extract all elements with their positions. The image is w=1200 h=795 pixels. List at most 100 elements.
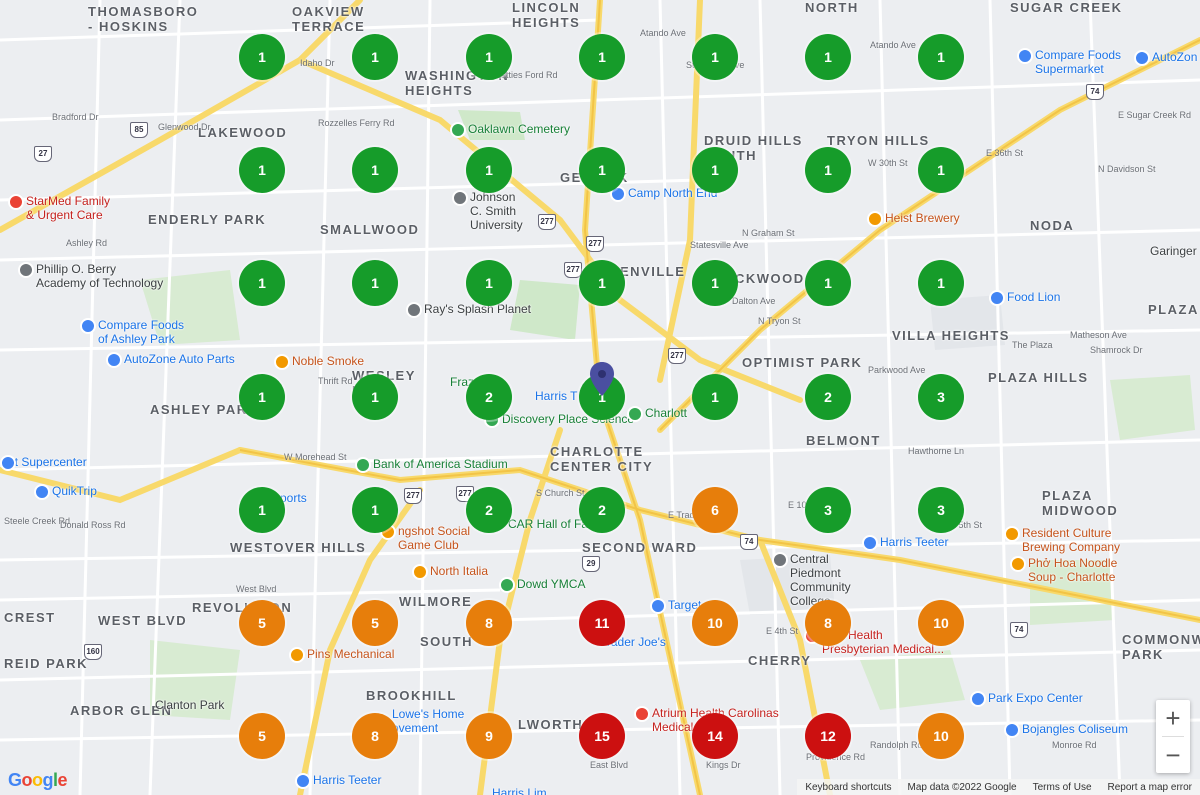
cluster-marker[interactable]: 1 [579, 260, 625, 306]
cluster-marker[interactable]: 1 [805, 260, 851, 306]
route-shield-icon: 74 [1010, 622, 1028, 638]
cluster-marker[interactable]: 10 [918, 600, 964, 646]
cluster-marker[interactable]: 1 [466, 147, 512, 193]
zoom-out-button[interactable]: − [1165, 739, 1181, 770]
cluster-marker[interactable]: 6 [692, 487, 738, 533]
cluster-marker[interactable]: 15 [579, 713, 625, 759]
bar-icon[interactable] [289, 647, 305, 663]
keyboard-shortcuts-link[interactable]: Keyboard shortcuts [805, 781, 892, 793]
cluster-marker[interactable]: 1 [692, 374, 738, 420]
cluster-marker[interactable]: 10 [918, 713, 964, 759]
park-icon[interactable] [406, 302, 422, 318]
cluster-marker[interactable]: 1 [692, 260, 738, 306]
cart-icon[interactable] [0, 455, 16, 471]
cluster-marker[interactable]: 1 [466, 34, 512, 80]
cluster-marker[interactable]: 1 [239, 374, 285, 420]
cluster-marker[interactable]: 1 [239, 34, 285, 80]
cluster-marker[interactable]: 11 [579, 600, 625, 646]
school-icon[interactable] [452, 190, 468, 206]
route-shield-icon: 277 [668, 348, 686, 364]
cluster-marker[interactable]: 5 [239, 713, 285, 759]
park-icon[interactable] [627, 406, 643, 422]
route-shield-icon: 277 [404, 488, 422, 504]
cluster-marker[interactable]: 3 [918, 487, 964, 533]
attraction-icon[interactable] [610, 186, 626, 202]
cluster-marker[interactable]: 3 [918, 374, 964, 420]
cluster-marker[interactable]: 1 [239, 260, 285, 306]
cluster-marker[interactable]: 8 [805, 600, 851, 646]
cluster-marker[interactable]: 1 [918, 34, 964, 80]
shop-icon[interactable] [1134, 50, 1150, 66]
restaurant-icon[interactable] [274, 354, 290, 370]
attraction-icon[interactable] [970, 691, 986, 707]
bar-icon[interactable] [867, 211, 883, 227]
cluster-marker[interactable]: 1 [692, 34, 738, 80]
gas-icon[interactable] [34, 484, 50, 500]
route-shield-icon: 277 [586, 236, 604, 252]
cluster-marker[interactable]: 2 [805, 374, 851, 420]
cluster-marker[interactable]: 10 [692, 600, 738, 646]
cluster-marker[interactable]: 1 [918, 260, 964, 306]
restaurant-icon[interactable] [1010, 556, 1026, 572]
google-logo: Google [8, 770, 68, 790]
cluster-marker[interactable]: 1 [579, 147, 625, 193]
cart-icon[interactable] [650, 598, 666, 614]
route-shield-icon: 277 [538, 214, 556, 230]
medical-icon[interactable] [634, 706, 650, 722]
cluster-marker[interactable]: 8 [466, 600, 512, 646]
cluster-marker[interactable]: 1 [918, 147, 964, 193]
map-data-attribution: Map data ©2022 Google [907, 781, 1017, 793]
restaurant-icon[interactable] [412, 564, 428, 580]
cluster-marker[interactable]: 2 [579, 487, 625, 533]
cluster-marker[interactable]: 1 [466, 260, 512, 306]
cluster-marker[interactable]: 1 [352, 487, 398, 533]
cluster-marker[interactable]: 1 [352, 147, 398, 193]
location-pin-icon[interactable] [590, 362, 614, 401]
route-shield-icon: 74 [1086, 84, 1104, 100]
cart-icon[interactable] [80, 318, 96, 334]
pin-icon[interactable] [499, 577, 515, 593]
cluster-marker[interactable]: 14 [692, 713, 738, 759]
cemetery-icon[interactable] [450, 122, 466, 138]
cart-icon[interactable] [1017, 48, 1033, 64]
cluster-marker[interactable]: 1 [805, 147, 851, 193]
route-shield-icon: 27 [34, 146, 52, 162]
cluster-marker[interactable]: 1 [239, 147, 285, 193]
cluster-marker[interactable]: 1 [352, 260, 398, 306]
medical-icon[interactable] [8, 194, 24, 210]
cart-icon[interactable] [862, 535, 878, 551]
zoom-divider [1162, 736, 1184, 737]
shop-icon[interactable] [106, 352, 122, 368]
cluster-marker[interactable]: 1 [805, 34, 851, 80]
bar-icon[interactable] [1004, 526, 1020, 542]
report-map-error-link[interactable]: Report a map error [1107, 781, 1192, 793]
cart-icon[interactable] [295, 773, 311, 789]
route-shield-icon: 74 [740, 534, 758, 550]
cluster-marker[interactable]: 9 [466, 713, 512, 759]
cluster-marker[interactable]: 1 [239, 487, 285, 533]
cluster-marker[interactable]: 3 [805, 487, 851, 533]
cluster-marker[interactable]: 12 [805, 713, 851, 759]
zoom-in-button[interactable]: + [1165, 702, 1181, 733]
cluster-marker[interactable]: 2 [466, 487, 512, 533]
cart-icon[interactable] [989, 290, 1005, 306]
music-icon[interactable] [1004, 722, 1020, 738]
map-footer: Keyboard shortcuts Map data ©2022 Google… [797, 779, 1200, 795]
cluster-marker[interactable]: 5 [352, 600, 398, 646]
cluster-marker[interactable]: 1 [579, 34, 625, 80]
cluster-marker[interactable]: 1 [352, 34, 398, 80]
school-icon[interactable] [18, 262, 34, 278]
route-shield-icon: 160 [84, 644, 102, 660]
cluster-marker[interactable]: 8 [352, 713, 398, 759]
route-shield-icon: 85 [130, 122, 148, 138]
cluster-marker[interactable]: 1 [692, 147, 738, 193]
cluster-marker[interactable]: 2 [466, 374, 512, 420]
route-shield-icon: 29 [582, 556, 600, 572]
cluster-marker[interactable]: 5 [239, 600, 285, 646]
school-icon[interactable] [772, 552, 788, 568]
stadium-icon[interactable] [355, 457, 371, 473]
terms-of-use-link[interactable]: Terms of Use [1032, 781, 1092, 793]
cluster-marker[interactable]: 1 [352, 374, 398, 420]
